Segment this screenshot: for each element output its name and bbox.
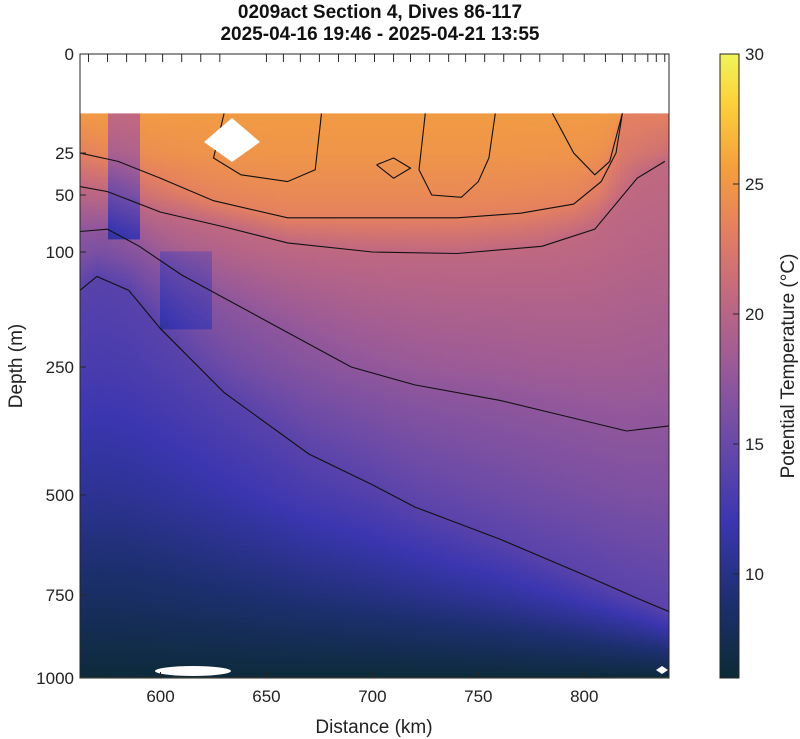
temperature-field [80,113,673,681]
